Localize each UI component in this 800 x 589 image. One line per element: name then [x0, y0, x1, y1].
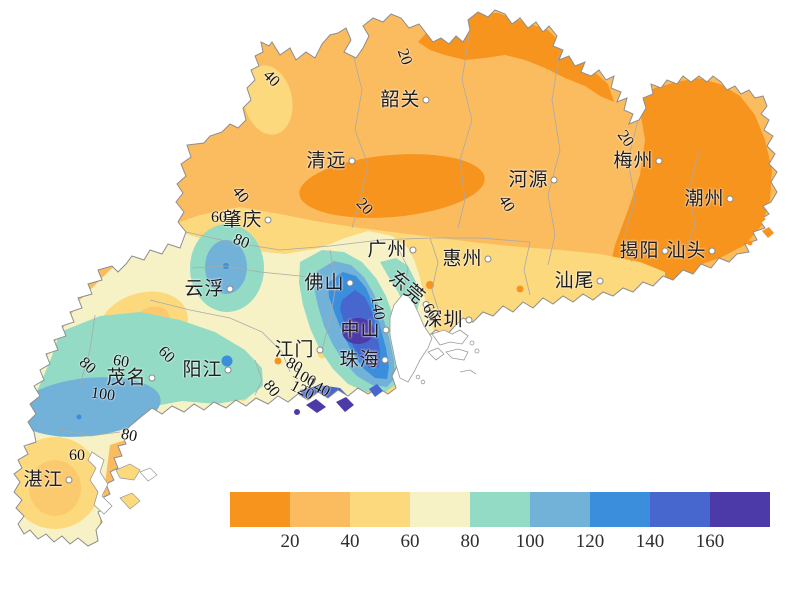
spot-gaozhou	[76, 414, 82, 420]
legend-tick: 80	[460, 531, 480, 552]
band-dot-80-spot	[274, 357, 282, 365]
band-gt160-zhongshan	[342, 318, 374, 344]
band-lt20-qingyuan	[299, 154, 485, 218]
hongkong-islands	[415, 329, 480, 385]
city-marker	[409, 246, 417, 254]
city-label-maoming: 茂名	[106, 369, 156, 388]
city-marker	[316, 346, 324, 354]
city-label-jiangmen: 江门	[274, 341, 324, 360]
legend-tick: 140	[635, 531, 665, 552]
city-marker	[382, 326, 390, 334]
legend-tick: 100	[515, 531, 545, 552]
city-label-shaoguan: 韶关	[380, 91, 430, 110]
legend-swatch-140-160	[650, 492, 710, 527]
zhanjiang-bay-islands	[87, 451, 158, 515]
band-dot-shanwei-n	[516, 285, 524, 293]
city-label-jieyang: 揭阳	[619, 242, 669, 261]
legend-swatch-100-120	[530, 492, 590, 527]
legend-swatch-lt20	[230, 492, 290, 527]
city-label-zhongshan: 中山	[340, 321, 390, 340]
city-marker	[484, 255, 492, 263]
pearl-river-estuary	[389, 292, 433, 383]
city-label-yangjiang: 阳江	[182, 361, 232, 380]
city-label-zhuhai: 珠海	[339, 351, 389, 370]
contour-label: 60	[211, 209, 227, 226]
city-marker	[65, 476, 73, 484]
legend-swatch-60-80	[410, 492, 470, 527]
city-label-meizhou: 梅州	[613, 152, 663, 171]
legend-swatch-120-140	[590, 492, 650, 527]
legend-swatch-40-60	[350, 492, 410, 527]
city-marker	[422, 96, 430, 104]
spot-yangjiang	[221, 355, 233, 367]
city-marker	[596, 277, 604, 285]
city-marker	[381, 356, 389, 364]
city-label-shantou: 汕头	[666, 242, 716, 261]
city-label-qingyuan: 清远	[306, 152, 356, 171]
city-label-heyuan: 河源	[508, 171, 558, 190]
legend-tick: 20	[280, 531, 300, 552]
legend-tick: 40	[340, 531, 360, 552]
band-40-60-zhanjiang-core	[29, 460, 81, 516]
city-label-huizhou: 惠州	[442, 250, 492, 269]
city-label-foshan: 佛山	[304, 274, 354, 293]
contour-label: 60	[69, 447, 85, 464]
city-label-chaozhou: 潮州	[684, 190, 734, 209]
contour-label: 100	[90, 384, 117, 405]
legend-swatch-20-40	[290, 492, 350, 527]
city-marker	[708, 247, 716, 255]
city-label-zhaoqing: 肇庆	[222, 211, 272, 230]
band-lt20-northeast	[608, 78, 772, 295]
legend-tick: 60	[400, 531, 420, 552]
city-marker	[661, 247, 669, 255]
legend-swatch-gt160	[710, 492, 770, 527]
city-label-yunfu: 云浮	[184, 280, 234, 299]
city-marker	[226, 285, 234, 293]
city-label-guangzhou: 广州	[367, 241, 417, 260]
city-label-shenzhen: 深圳	[423, 311, 473, 330]
city-marker	[465, 316, 473, 324]
city-marker	[655, 157, 663, 165]
shantou-islands	[747, 214, 774, 246]
legend-tick: 160	[695, 531, 725, 552]
city-marker	[726, 195, 734, 203]
city-marker	[224, 366, 232, 374]
legend-tick-labels: 20 40 60 80 100 120 140 160	[230, 531, 770, 555]
prefecture-boundaries	[59, 29, 701, 437]
band-dot-dongguan-n	[426, 281, 434, 289]
city-marker	[148, 374, 156, 382]
city-marker	[550, 176, 558, 184]
band-100-120-gaozhou	[15, 377, 161, 437]
legend-tick: 120	[575, 531, 605, 552]
city-marker	[264, 216, 272, 224]
contour-label: 60	[111, 351, 131, 372]
colorbar-legend	[230, 492, 770, 527]
city-label-zhanjiang: 湛江	[23, 471, 73, 490]
city-marker	[348, 157, 356, 165]
city-label-shanwei: 汕尾	[554, 272, 604, 291]
contour-label: 80	[119, 425, 139, 446]
zhuhai-islands	[294, 384, 383, 415]
legend-swatch-80-100	[470, 492, 530, 527]
city-marker	[346, 279, 354, 287]
band-40-60-nw-patch	[243, 65, 293, 135]
contour-label: 140	[367, 294, 388, 321]
